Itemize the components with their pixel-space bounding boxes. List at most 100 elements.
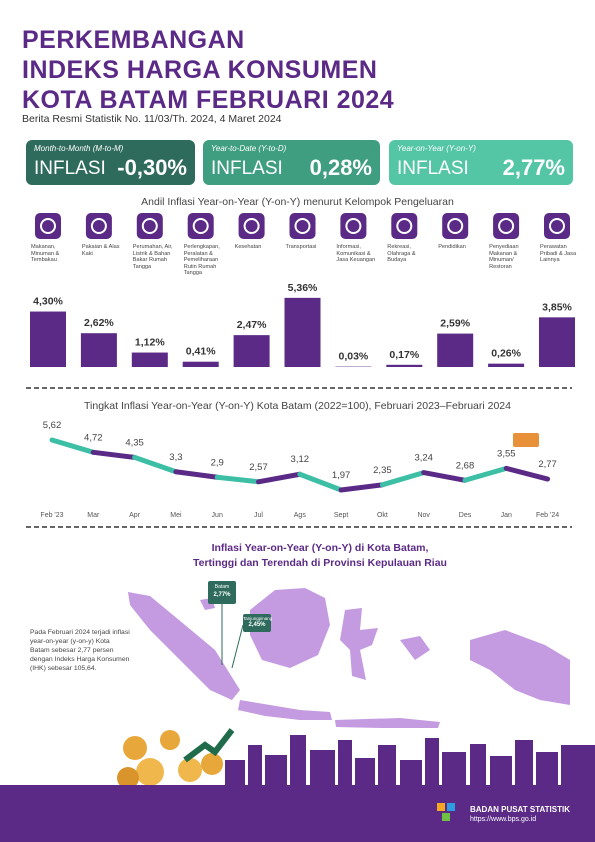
bar [233,335,270,367]
bar [131,352,168,367]
stat-name: INFLASI [397,158,469,179]
stat-label: Year-on-Year (Y-on-Y) [397,144,476,153]
bar [539,317,575,367]
point-value-label: 3,55 [497,448,516,459]
stat-name: INFLASI [211,158,283,179]
icon-tile [136,213,163,239]
point-value-label: 2,9 [211,457,224,468]
x-tick-label: Jan [501,512,512,519]
icon-tile [340,213,367,239]
skyline [0,735,595,842]
point-value-label: 2,35 [373,465,392,476]
stat-label: Year-to-Date (Y-to-D) [211,144,287,153]
callout-value: 2,45% [248,622,266,628]
x-tick-label: Des [459,512,472,519]
callout-name: Batam [214,584,230,590]
stat-box: Month-to-Month (M-to-M) INFLASI -0,30% [26,140,195,185]
bar [437,333,474,367]
icon-tile [391,213,418,239]
icon-glyph [40,218,56,234]
icon-tile [187,213,214,239]
bar-value-label: 3,85% [542,301,572,313]
x-tick-label: Ags [294,512,307,519]
point-value-label: 4,72 [84,432,103,443]
stat-value: 2,77% [502,155,565,180]
subtitle: Berita Resmi Statistik No. 11/03/Th. 202… [22,113,282,125]
line-segment [503,465,551,482]
point-value-label: 3,3 [169,452,182,463]
bar-value-label: 0,17% [389,349,419,361]
bar-value-label: 1,12% [135,337,165,349]
x-tick-label: Nov [417,512,430,519]
category-label: Pendidikan [438,244,466,250]
truck-icon [513,433,539,447]
category-label: Perlengkapan, Peralatan & Pemeliharaan R… [183,244,220,277]
icon-glyph [141,218,158,234]
callout-box [208,581,236,604]
category-label: Perumahan, Air, Listrik & Bahan Bakar Ru… [132,244,173,270]
x-tick-label: Mei [170,512,182,519]
icon-glyph [192,218,209,234]
line-segment [214,474,261,485]
icon-glyph [294,218,311,234]
map-title: Inflasi Year-on-Year (Y-on-Y) di Kota Ba… [211,542,429,554]
bar-value-label: 4,30% [33,296,63,308]
icon-tile [493,213,520,239]
x-tick-label: Jun [212,512,223,519]
bar-value-label: 0,03% [339,351,369,363]
point-value-label: 3,24 [414,453,433,464]
category-label: Informasi, Komunikasi & Jasa Keuangan [336,244,376,264]
x-tick-label: Mar [87,512,100,519]
map-text: Pada Februari 2024 terjadi inflasi year-… [30,629,130,672]
icon-glyph [243,218,260,234]
stat-box: Year-to-Date (Y-to-D) INFLASI 0,28% [203,140,380,185]
icon-glyph [396,218,413,234]
bar [182,361,219,367]
footer-org: BADAN PUSAT STATISTIK [470,805,570,814]
bar [80,333,117,367]
point-value-label: 2,77 [538,459,557,470]
callout-value: 2,77% [213,592,231,598]
stat-label: Month-to-Month (M-to-M) [34,144,124,153]
stat-value: 0,28% [309,155,372,180]
callout-name: Tanjungpinang [243,616,273,621]
footer-url: https://www.bps.go.id [470,816,537,823]
line-chart-title: Tingkat Inflasi Year-on-Year (Y-on-Y) Ko… [84,400,511,412]
callout-box [243,614,271,632]
line-segment [297,471,344,493]
bar [284,297,321,367]
line-segment [49,437,96,455]
bar [30,311,66,367]
x-tick-label: Feb '23 [40,512,63,519]
point-value-label: 3,12 [291,454,310,465]
category-label: Rekreasi, Olahraga & Budaya [387,244,416,264]
logo [437,803,455,821]
map [128,588,570,728]
x-tick-label: Feb '24 [536,512,559,519]
x-tick-label: Okt [377,512,388,519]
bar-value-label: 2,59% [440,318,470,330]
callout-line [231,624,244,669]
line-segment [338,482,385,493]
map-title: Tertinggi dan Terendah di Provinsi Kepul… [193,557,447,569]
bar [386,364,423,367]
bar [488,363,525,367]
line-segment [90,449,138,460]
category-label: Perawatan Pribadi & Jasa Lainnya [540,244,577,264]
point-value-label: 2,68 [456,460,475,471]
title-line: PERKEMBANGAN [22,26,245,54]
category-label: Penyediaan Makanan & Minuman/ Restoran [489,244,519,270]
point-value-label: 5,62 [43,420,62,431]
category-label: Makanan, Minuman & Tembakau [31,244,60,264]
x-tick-label: Jul [254,512,263,519]
bar-chart-title: Andil Inflasi Year-on-Year (Y-on-Y) menu… [141,196,454,208]
x-tick-label: Apr [129,512,141,519]
icon-tile [85,213,112,239]
point-value-label: 4,35 [125,437,144,448]
stat-box: Year-on-Year (Y-on-Y) INFLASI 2,77% [389,140,573,185]
icon-tile [442,213,469,239]
bar-value-label: 2,47% [237,319,267,331]
stat-value: -0,30% [117,155,187,180]
